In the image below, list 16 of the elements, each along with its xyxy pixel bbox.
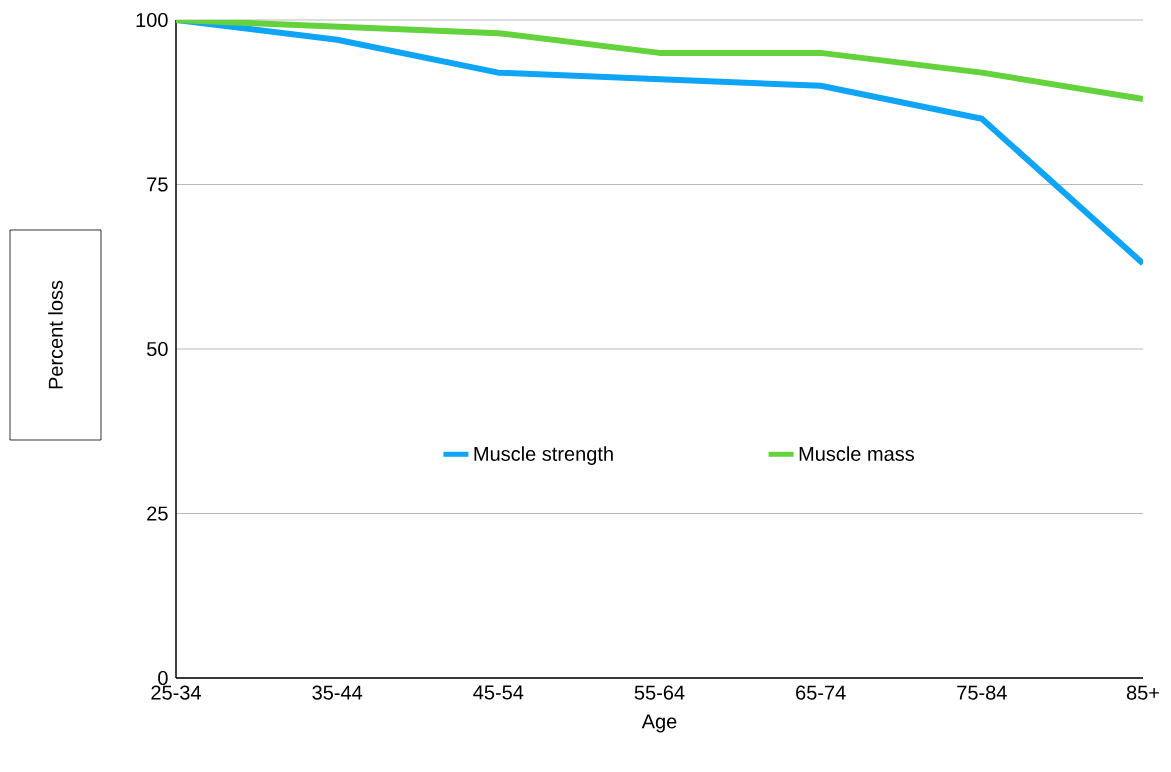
- legend-label: Muscle mass: [799, 446, 915, 461]
- x-tick-label: 25-34: [151, 685, 201, 700]
- x-tick-label: 85+: [1126, 685, 1159, 700]
- y-axis-title: Percent loss: [48, 280, 63, 389]
- x-tick-label: 65-74: [796, 685, 846, 700]
- y-tick-label: 75: [147, 177, 168, 192]
- y-tick-label: 100: [136, 12, 168, 28]
- y-tick-label: 25: [147, 506, 168, 521]
- x-tick-label: 35-44: [312, 685, 363, 700]
- x-axis-title: Age: [641, 714, 677, 733]
- x-tick-label: 75-84: [957, 685, 1007, 700]
- legend-label: Muscle strength: [474, 446, 613, 465]
- y-tick-label: 50: [147, 341, 168, 357]
- x-tick-label: 55-64: [634, 685, 685, 700]
- y-tick-label: 0: [158, 670, 168, 686]
- x-tick-label: 45-54: [473, 685, 524, 700]
